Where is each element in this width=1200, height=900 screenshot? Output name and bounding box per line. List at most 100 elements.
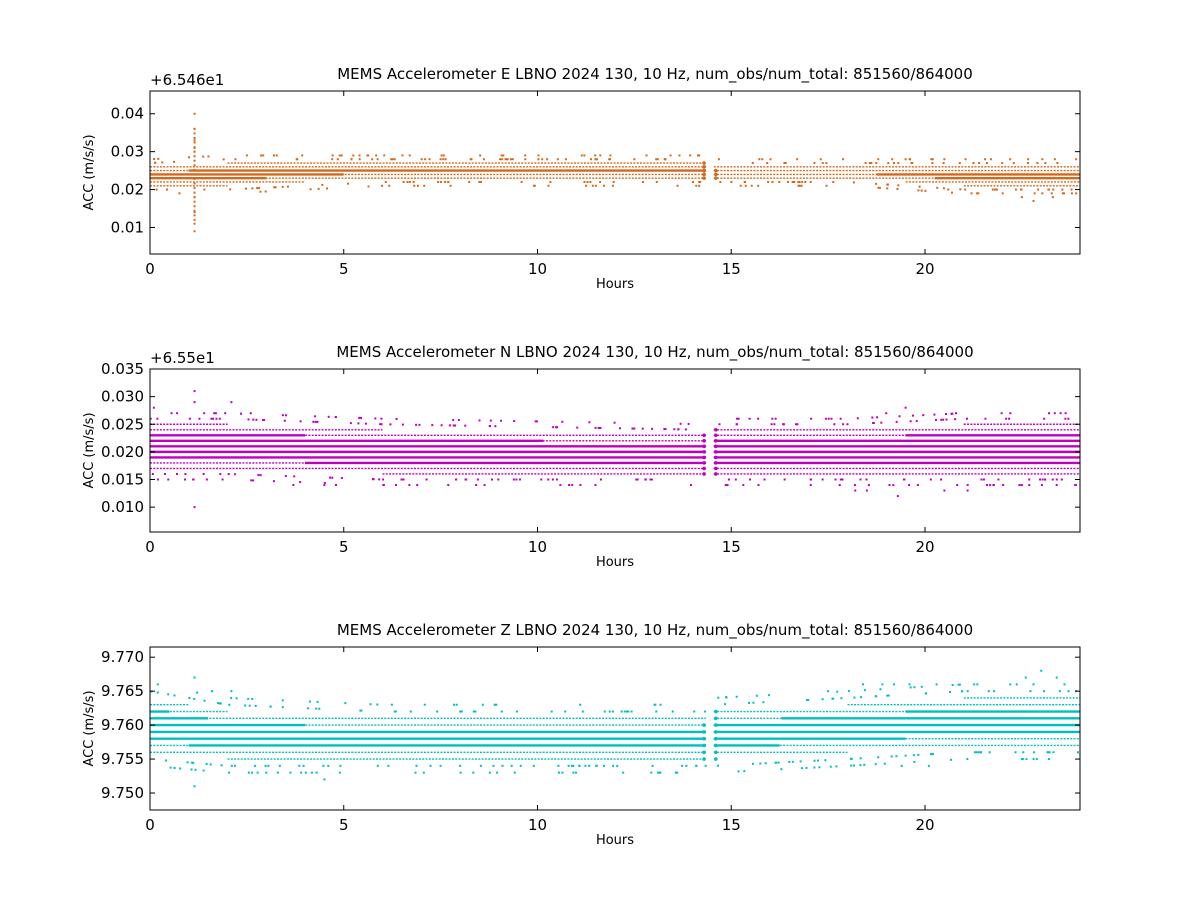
data-point [798,180,801,183]
data-point [988,751,991,754]
outlier-point [193,230,196,233]
data-point [942,418,945,421]
data-point [897,162,900,165]
data-point [358,416,361,419]
outlier-point [935,683,938,686]
data-point [164,472,167,475]
data-point [859,478,862,481]
data-point [316,420,319,423]
data-point [207,155,210,158]
data-point [913,760,916,763]
data-point [196,691,199,694]
outlier-point [881,683,884,686]
data-point [976,683,979,686]
data-point [352,154,355,157]
outlier-point [193,177,196,180]
data-point [439,158,442,161]
outlier-point [904,406,907,409]
data-point [436,710,439,713]
data-point [868,162,871,165]
data-point [806,698,809,701]
data-point [930,158,933,161]
data-point [251,771,254,774]
outlier-point [230,401,233,404]
data-point [783,478,786,481]
data-point [178,192,181,195]
data-point [788,761,791,764]
data-point [420,158,423,161]
data-point [390,703,393,706]
data-point [578,764,581,767]
outlier-point [664,158,667,161]
data-point [518,478,521,481]
data-point [251,698,254,701]
data-point [173,160,176,163]
outlier-point [193,390,196,393]
outlier-point [505,158,508,161]
data-point [156,417,159,420]
gap-edge-point [702,455,706,460]
gap-edge-point [702,176,706,180]
data-point [357,422,360,425]
data-point [1076,751,1079,754]
data-point [535,420,538,423]
data-point [809,478,812,481]
data-point [455,703,458,706]
data-point [594,184,597,187]
gap-edge-point [702,466,706,471]
data-point [817,759,820,762]
data-point [736,417,739,420]
data-point [395,417,398,420]
data-point [748,701,751,704]
data-point [572,771,575,774]
data-point [942,162,945,165]
gap-edge-point [702,750,706,755]
data-point [1075,192,1078,195]
data-point [151,472,154,475]
chart-panel-n: 0 5 10 15 20 0.010 0.015 0.020 0.025 0.030 0.035 ME… [82,343,1081,570]
data-point [501,764,504,767]
data-point [895,755,898,758]
data-point [344,702,347,705]
data-point [325,187,328,190]
outlier-point [230,690,233,693]
gap-edge-point [714,750,718,755]
data-point [1001,162,1004,165]
gap-edge-point [714,176,718,180]
data-point [278,764,281,767]
data-point [338,154,341,157]
data-point [1020,188,1023,191]
data-point [644,478,647,481]
x-axis-label: Hours [596,833,634,848]
data-point [479,180,482,183]
data-point [655,180,658,183]
plot-area [150,390,1080,509]
data-point [627,710,630,713]
data-point [298,764,301,767]
data-point [966,484,969,487]
data-point [358,154,361,157]
data-point [228,771,231,774]
data-point [679,422,682,425]
data-point [549,180,552,183]
x-axis-label: Hours [596,555,634,570]
data-point [1058,690,1061,693]
data-point [248,704,251,707]
data-point [1000,412,1003,415]
data-point [551,478,554,481]
data-point [289,771,292,774]
data-point [495,703,498,706]
data-point [425,478,428,481]
data-point [880,421,883,424]
data-point [500,419,503,422]
chart-panel-z: 0 5 10 15 20 9.750 9.755 9.760 9.765 9.770 MEMS Ac… [82,621,1081,848]
data-point [920,189,923,192]
data-point [219,472,222,475]
data-point [254,764,257,767]
data-point [490,478,493,481]
data-point [824,417,827,420]
data-point [909,686,912,689]
data-point [447,180,450,183]
data-point [394,484,397,487]
data-point [329,476,332,479]
